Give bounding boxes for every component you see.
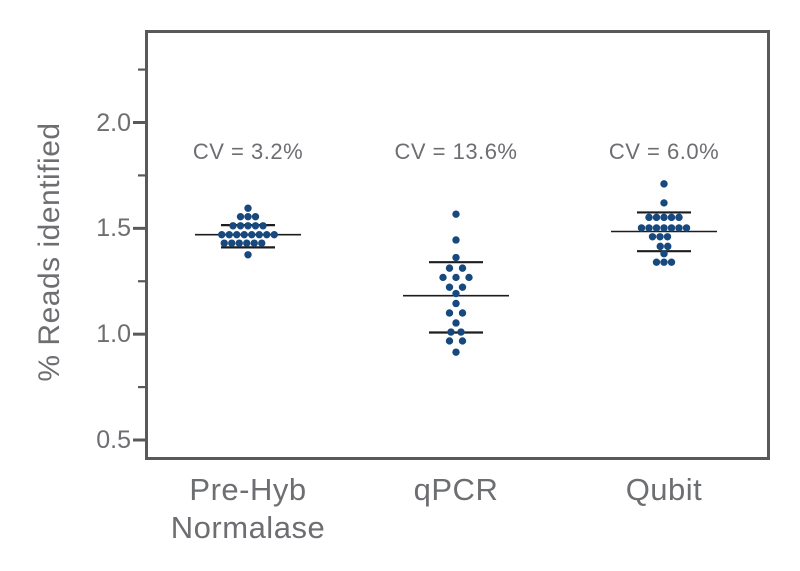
y-tick-label: 2.0: [96, 108, 131, 137]
x-category-label: qPCR: [413, 472, 499, 507]
y-tick-label: 1.0: [96, 320, 131, 349]
cv-annotation: CV = 13.6%: [394, 139, 518, 164]
cv-annotation: CV = 6.0%: [608, 139, 720, 164]
x-category-label: Qubit: [625, 472, 703, 507]
x-category-label: Pre-Hyb Normalase: [170, 472, 326, 545]
y-axis-title: % Reads identified: [33, 122, 66, 382]
y-tick-label: 1.5: [96, 214, 131, 243]
y-tick-label: 0.5: [96, 426, 131, 454]
cv-annotation: CV = 3.2%: [192, 139, 304, 164]
plot-frame: [145, 30, 770, 460]
